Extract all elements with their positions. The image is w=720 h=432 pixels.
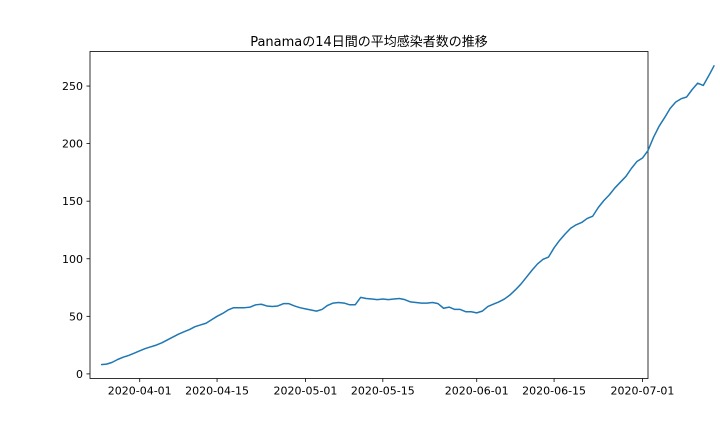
chart-title: Panamaの14日間の平均感染者数の推移 (250, 34, 488, 50)
x-tick-label: 2020-05-15 (351, 385, 415, 398)
y-tick-label: 0 (76, 368, 83, 381)
x-tick-label: 2020-04-01 (108, 385, 172, 398)
x-tick-label: 2020-06-15 (522, 385, 586, 398)
x-tick-label: 2020-04-15 (185, 385, 249, 398)
x-axis: 2020-04-01 2020-04-15 2020-05-01 2020-05-15… (108, 379, 675, 398)
plot-area-frame (90, 52, 648, 379)
x-tick-label: 2020-05-01 (273, 385, 337, 398)
y-tick-label: 50 (69, 310, 83, 323)
x-tick-label: 2020-06-01 (445, 385, 509, 398)
y-tick-label: 100 (62, 253, 83, 266)
y-tick-label: 150 (62, 195, 83, 208)
y-tick-label: 200 (62, 138, 83, 151)
y-axis: 0 50 100 150 200 250 (62, 80, 90, 381)
series-line (101, 65, 714, 364)
x-tick-label: 2020-07-01 (611, 385, 675, 398)
y-tick-label: 250 (62, 80, 83, 93)
